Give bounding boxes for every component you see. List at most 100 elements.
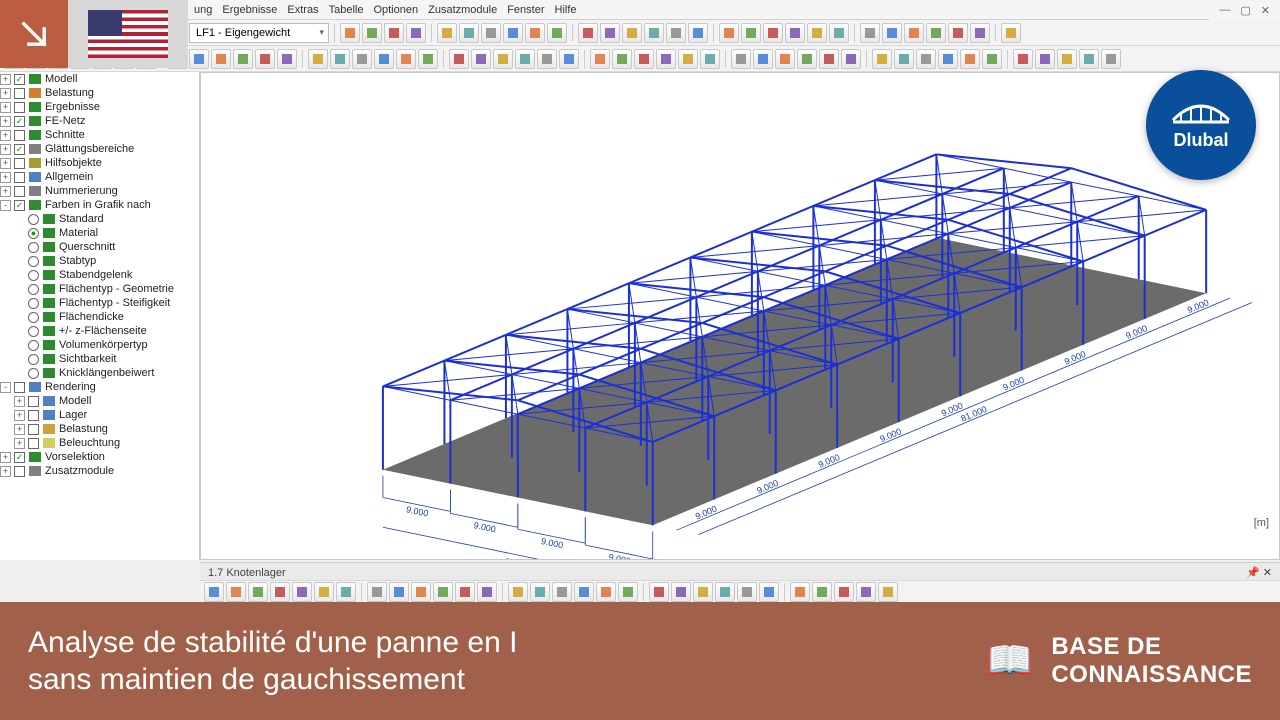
expand-toggle[interactable]: + (0, 172, 11, 183)
toolbar-button[interactable] (656, 49, 676, 69)
toolbar-button[interactable] (578, 23, 598, 43)
toolbar-button[interactable] (719, 23, 739, 43)
toolbar-button[interactable] (204, 582, 224, 602)
tree-item[interactable]: +Belastung (0, 422, 199, 436)
toolbar-button[interactable] (612, 49, 632, 69)
expand-toggle[interactable]: + (14, 424, 25, 435)
minimize-button[interactable]: — (1219, 4, 1230, 16)
expand-toggle[interactable]: + (0, 102, 11, 113)
toolbar-button[interactable] (552, 582, 572, 602)
toolbar-button[interactable] (1001, 23, 1021, 43)
checkbox-icon[interactable]: ✓ (14, 144, 25, 155)
toolbar-button[interactable] (671, 582, 691, 602)
toolbar-button[interactable] (493, 49, 513, 69)
radio-icon[interactable] (28, 368, 39, 379)
toolbar-button[interactable] (741, 23, 761, 43)
toolbar-button[interactable] (649, 582, 669, 602)
toolbar-button[interactable] (352, 49, 372, 69)
toolbar-button[interactable] (340, 23, 360, 43)
expand-toggle[interactable]: + (14, 396, 25, 407)
toolbar-button[interactable] (1101, 49, 1121, 69)
toolbar-button[interactable] (449, 49, 469, 69)
tree-item[interactable]: +✓Modell (0, 72, 199, 86)
toolbar-button[interactable] (785, 23, 805, 43)
tree-item[interactable]: +Nummerierung (0, 184, 199, 198)
expand-toggle[interactable]: + (0, 130, 11, 141)
tree-item[interactable]: +Allgemein (0, 170, 199, 184)
checkbox-icon[interactable] (14, 382, 25, 393)
toolbar-button[interactable] (308, 49, 328, 69)
toolbar-button[interactable] (878, 582, 898, 602)
toolbar-button[interactable] (700, 49, 720, 69)
toolbar-button[interactable] (872, 49, 892, 69)
checkbox-icon[interactable] (14, 172, 25, 183)
toolbar-button[interactable] (916, 49, 936, 69)
toolbar-button[interactable] (406, 23, 426, 43)
toolbar-button[interactable] (812, 582, 832, 602)
toolbar-button[interactable] (559, 49, 579, 69)
toolbar-button[interactable] (938, 49, 958, 69)
loadcase-combo[interactable]: LF1 - Eigengewicht (189, 23, 329, 43)
toolbar-button[interactable] (396, 49, 416, 69)
checkbox-icon[interactable] (28, 424, 39, 435)
toolbar-button[interactable] (248, 582, 268, 602)
toolbar-button[interactable] (211, 49, 231, 69)
tree-item[interactable]: Flächendicke (0, 310, 199, 324)
radio-icon[interactable] (28, 214, 39, 225)
tree-item[interactable]: Sichtbarkeit (0, 352, 199, 366)
tree-item[interactable]: -✓Farben in Grafik nach (0, 198, 199, 212)
toolbar-button[interactable] (503, 23, 523, 43)
expand-toggle[interactable]: + (0, 466, 11, 477)
checkbox-icon[interactable]: ✓ (14, 200, 25, 211)
toolbar-button[interactable] (596, 582, 616, 602)
toolbar-button[interactable] (618, 582, 638, 602)
menu-item[interactable]: Hilfe (555, 4, 577, 16)
expand-toggle[interactable]: - (0, 200, 11, 211)
toolbar-button[interactable] (759, 582, 779, 602)
toolbar-button[interactable] (418, 49, 438, 69)
toolbar-button[interactable] (1035, 49, 1055, 69)
toolbar-button[interactable] (600, 23, 620, 43)
tree-item[interactable]: Flächentyp - Steifigkeit (0, 296, 199, 310)
tree-item[interactable]: Querschnitt (0, 240, 199, 254)
toolbar-button[interactable] (336, 582, 356, 602)
tree-item[interactable]: +✓Vorselektion (0, 450, 199, 464)
toolbar-button[interactable] (678, 49, 698, 69)
toolbar-button[interactable] (508, 582, 528, 602)
toolbar-button[interactable] (904, 23, 924, 43)
radio-icon[interactable] (28, 242, 39, 253)
tree-item[interactable]: -Rendering (0, 380, 199, 394)
toolbar-button[interactable] (471, 49, 491, 69)
toolbar-button[interactable] (753, 49, 773, 69)
expand-toggle[interactable]: + (0, 74, 11, 85)
radio-icon[interactable] (28, 312, 39, 323)
tree-item[interactable]: +Lager (0, 408, 199, 422)
checkbox-icon[interactable] (14, 102, 25, 113)
expand-toggle[interactable]: + (0, 186, 11, 197)
checkbox-icon[interactable] (14, 88, 25, 99)
tree-item[interactable]: +Hilfsobjekte (0, 156, 199, 170)
toolbar-button[interactable] (270, 582, 290, 602)
menu-item[interactable]: Optionen (373, 4, 418, 16)
toolbar-button[interactable] (189, 49, 209, 69)
toolbar-button[interactable] (226, 582, 246, 602)
toolbar-button[interactable] (362, 23, 382, 43)
radio-icon[interactable] (28, 284, 39, 295)
toolbar-button[interactable] (634, 49, 654, 69)
checkbox-icon[interactable]: ✓ (14, 452, 25, 463)
toolbar-button[interactable] (715, 582, 735, 602)
toolbar-button[interactable] (894, 49, 914, 69)
toolbar-button[interactable] (948, 23, 968, 43)
toolbar-button[interactable] (459, 23, 479, 43)
checkbox-icon[interactable] (14, 466, 25, 477)
toolbar-button[interactable] (775, 49, 795, 69)
checkbox-icon[interactable] (14, 130, 25, 141)
panel-pin[interactable]: 📌 ✕ (1246, 566, 1272, 579)
toolbar-button[interactable] (970, 23, 990, 43)
tree-item[interactable]: Flächentyp - Geometrie (0, 282, 199, 296)
toolbar-button[interactable] (622, 23, 642, 43)
checkbox-icon[interactable] (14, 158, 25, 169)
radio-icon[interactable] (28, 298, 39, 309)
toolbar-button[interactable] (481, 23, 501, 43)
toolbar-button[interactable] (255, 49, 275, 69)
